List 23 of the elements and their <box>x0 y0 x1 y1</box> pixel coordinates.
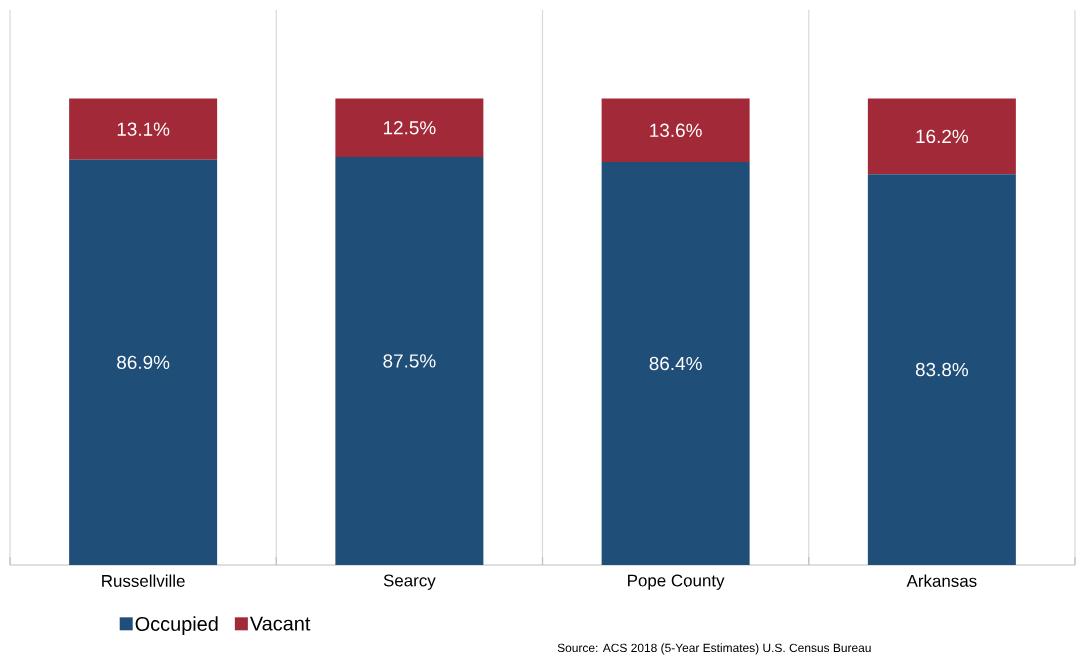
data-label: 83.8% <box>915 362 969 377</box>
x-tick-label: Russellville <box>102 574 185 587</box>
x-tick-label: Searcy <box>383 574 436 590</box>
data-label: 13.1% <box>117 122 170 136</box>
bar <box>867 174 1016 565</box>
data-label: 16.2% <box>916 129 969 144</box>
data-label: 12.5% <box>383 121 436 135</box>
data-label: 86.4% <box>649 356 702 371</box>
data-label: 13.6% <box>650 123 702 138</box>
bar <box>335 156 484 565</box>
data-label: 86.9% <box>117 355 170 370</box>
bar <box>69 159 218 565</box>
legend-label: Vacant <box>249 616 311 631</box>
source-note: Source: ACS 2018 (5-Year Estimates) U.S. Census Bureau <box>557 643 871 655</box>
legend-label: Occupied <box>135 616 218 635</box>
data-label: 87.5% <box>383 354 436 368</box>
bar <box>69 98 218 160</box>
bar <box>601 162 750 565</box>
bar <box>335 98 484 157</box>
x-tick-label: Pope County <box>628 574 725 590</box>
bar <box>601 98 750 163</box>
x-tick-label: Arkansas <box>906 574 977 587</box>
bar <box>867 98 1016 175</box>
